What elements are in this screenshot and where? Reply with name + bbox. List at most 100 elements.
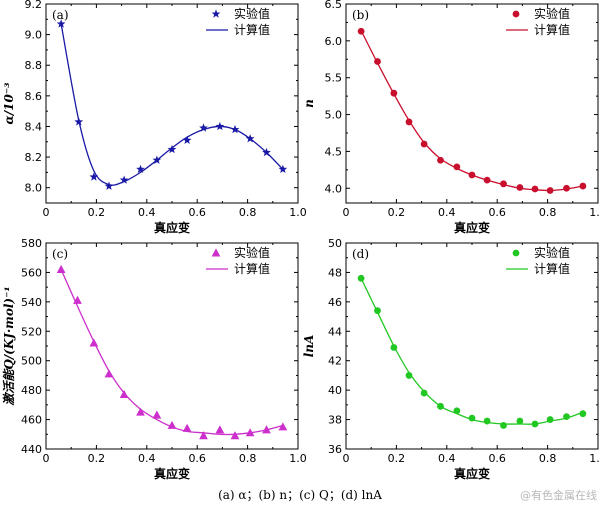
x-axis-label: 真应变 [154,220,190,235]
data-point [262,425,271,434]
fit-curve-line [60,269,284,436]
y-tick-label: 4.5 [325,145,343,158]
x-tick-label: 0.2 [88,206,106,219]
y-tick-label: 9.2 [25,0,43,11]
x-tick-label: 0.6 [188,452,206,465]
data-point [500,422,507,429]
data-point [500,180,507,188]
y-tick-label: 6.0 [325,35,343,48]
legend-marker [211,9,221,18]
data-point [152,410,162,419]
data-point [483,417,491,425]
panel-tag: (c) [52,247,68,261]
panel-tag: (a) [52,8,69,22]
data-point [278,164,288,174]
chart-panels: 0 0.2 0.4 0.6 0.8 1.0 8.0 8.2 8.4 8.6 8.8 9.0 9.2 真应变… [2,0,600,481]
x-tick-label: 0 [343,206,350,219]
x-tick-label: 0.6 [488,206,506,219]
y-axis-label: 激活能Q/(KJ·mol)⁻¹ [2,286,16,405]
fit-curve-line [60,23,284,186]
y-tick-label: 38 [328,414,342,427]
data-point [563,413,570,421]
data-point [357,274,365,282]
x-tick-label: 0.2 [88,452,106,465]
y-tick-label: 46 [328,296,342,309]
chart-panel-d: 0 0.2 0.4 0.6 0.8 1.0 36 38 40 42 44 46 48 50 真应变 lnA (d… [302,237,600,481]
x-tick-label: 1.0 [289,452,307,465]
data-point [215,121,225,131]
data-point [89,172,99,181]
y-tick-label: 42 [328,355,342,368]
y-tick-label: 6.5 [325,0,343,11]
data-point [74,117,84,126]
data-point [546,416,554,423]
y-tick-label: 520 [21,325,42,338]
watermark: @有色金属在线 [520,488,597,502]
y-tick-label: 500 [21,355,42,368]
y-tick-label: 5.0 [325,109,343,122]
legend-label-calculated: 计算值 [234,22,270,37]
data-point [468,414,476,422]
y-tick-label: 44 [328,325,342,338]
data-point [579,410,587,418]
data-point [89,338,99,347]
y-tick-label: 8.0 [25,182,43,195]
y-tick-label: 540 [21,296,42,309]
data-point [119,175,129,184]
y-tick-label: 50 [328,237,342,250]
y-tick-label: 460 [21,414,42,427]
legend-marker [512,249,520,257]
x-tick-label: 0.6 [488,452,506,465]
data-point [420,389,428,397]
data-point [357,27,365,35]
y-axis-label: n [302,99,316,108]
data-point [563,184,570,192]
x-tick-label: 0.2 [388,206,406,219]
y-tick-label: 36 [328,443,342,456]
chart-panel-c: 0 0.2 0.4 0.6 0.8 1.0 440 460 480 500 520 540 560 580… [2,237,307,481]
data-point [73,295,82,304]
chart-panel-b: 0 0.2 0.4 0.6 0.8 1.0 4.0 4.5 5.0 5.5 6.0 6.5 真应变 n (b… [302,0,600,235]
data-point [453,407,461,415]
data-point [468,171,476,179]
y-tick-label: 9.0 [25,29,43,42]
y-axis-label: α/10⁻³ [2,83,16,125]
data-point [278,422,288,431]
data-point [516,184,524,191]
x-tick-label: 0.4 [138,452,156,465]
x-tick-label: 1.0 [589,206,600,219]
data-point [230,124,240,134]
y-tick-label: 580 [21,237,42,250]
x-axis-label: 真应变 [454,466,490,481]
legend-label-calculated: 计算值 [534,261,570,276]
x-tick-label: 0 [43,206,50,219]
data-point [390,89,398,97]
y-tick-label: 8.6 [25,90,43,103]
data-point [531,420,539,428]
data-point [546,187,554,194]
legend-label-experimental: 实验值 [534,245,570,260]
x-tick-label: 0 [43,452,50,465]
y-tick-label: 440 [21,443,42,456]
data-point [531,185,539,193]
y-tick-label: 8.4 [25,120,43,133]
data-point [182,135,192,144]
data-point [215,425,225,434]
data-point [167,144,177,154]
y-tick-label: 8.2 [25,151,43,164]
data-point [262,147,271,157]
chart-panel-a: 0 0.2 0.4 0.6 0.8 1.0 8.0 8.2 8.4 8.6 8.8 9.0 9.2 真应变… [2,0,307,235]
data-point [374,58,381,65]
x-tick-label: 0.8 [539,452,557,465]
legend-label-experimental: 实验值 [234,6,270,21]
x-tick-label: 0 [343,452,350,465]
data-point [230,431,240,440]
data-point [199,431,208,440]
y-tick-label: 480 [21,384,42,397]
legend-marker [211,248,221,257]
x-axis-label: 真应变 [154,466,190,481]
data-point [405,372,413,379]
y-tick-label: 5.5 [325,72,343,85]
data-point [579,182,587,190]
data-point [245,428,255,437]
